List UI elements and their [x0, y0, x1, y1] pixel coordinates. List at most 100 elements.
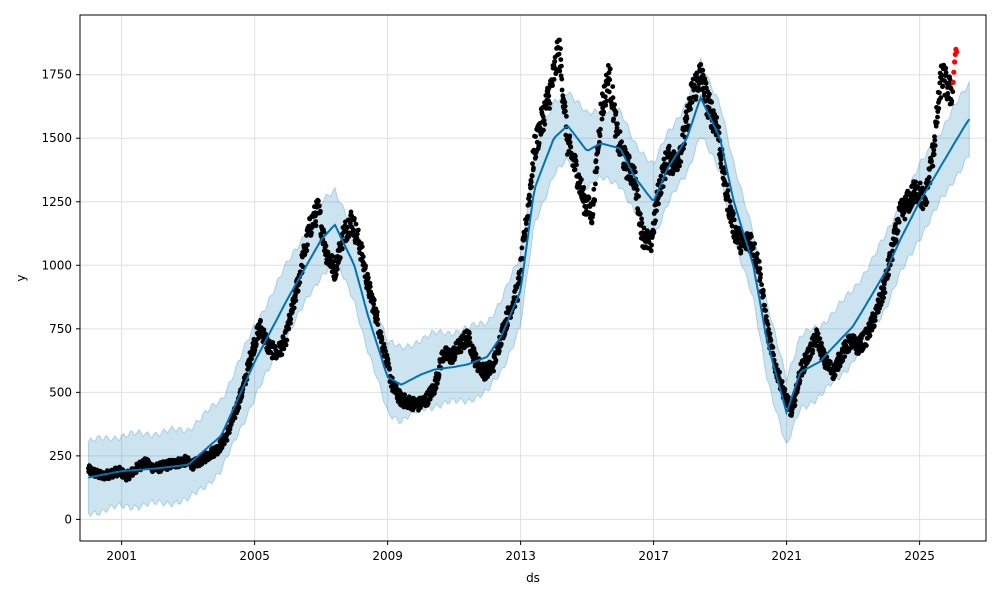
observed-point — [731, 211, 736, 216]
observed-point — [531, 165, 536, 171]
observed-point — [782, 386, 788, 392]
observed-point — [386, 361, 391, 366]
observed-point — [950, 89, 956, 95]
observed-point — [931, 152, 937, 157]
observed-point — [543, 106, 549, 111]
observed-point — [611, 116, 616, 122]
observed-point — [360, 254, 366, 260]
observed-point — [658, 190, 664, 196]
observed-point — [933, 123, 939, 129]
observed-point — [656, 201, 661, 207]
observed-point — [552, 59, 558, 64]
observed-point — [773, 362, 779, 368]
observed-point — [759, 282, 764, 287]
observed-point — [607, 66, 613, 72]
y-tick-label: 1000 — [41, 258, 72, 272]
observed-point — [678, 159, 684, 165]
observed-point — [843, 339, 848, 344]
observed-point — [598, 126, 603, 132]
observed-point — [353, 221, 359, 227]
observed-point — [133, 470, 139, 475]
recent-point — [952, 59, 958, 65]
observed-point — [253, 341, 259, 347]
observed-point — [567, 139, 573, 145]
observed-point — [592, 197, 598, 203]
observed-point — [698, 62, 704, 67]
observed-point — [665, 154, 671, 160]
observed-point — [348, 209, 354, 215]
forecast-line — [88, 95, 971, 479]
observed-point — [726, 211, 732, 216]
observed-point — [398, 390, 404, 396]
x-tick-label: 2017 — [638, 549, 669, 563]
observed-point — [617, 129, 623, 135]
observed-point — [932, 137, 938, 143]
observed-point — [729, 223, 735, 229]
y-tick-label: 500 — [49, 385, 72, 399]
observed-point — [433, 385, 439, 391]
observed-point — [945, 91, 951, 96]
observed-point — [337, 255, 343, 261]
observed-point — [666, 143, 672, 149]
observed-point — [735, 236, 741, 242]
observed-point — [270, 340, 276, 345]
observed-point — [383, 348, 388, 354]
observed-point — [725, 188, 731, 193]
observed-point — [614, 125, 620, 131]
observed-point — [713, 119, 719, 125]
observed-point — [519, 245, 525, 251]
observed-point — [547, 101, 553, 106]
observed-point — [603, 102, 609, 108]
observed-point — [601, 109, 607, 115]
observed-point — [557, 68, 563, 74]
observed-point — [792, 402, 798, 408]
observed-point — [937, 90, 942, 96]
observed-point — [594, 165, 600, 171]
observed-point — [558, 46, 563, 51]
observed-point — [881, 295, 886, 301]
observed-point — [819, 340, 824, 346]
observed-point — [232, 415, 238, 421]
observed-point — [236, 405, 242, 411]
observed-point — [605, 81, 611, 87]
observed-point — [530, 161, 535, 167]
observed-point — [881, 286, 887, 291]
observed-point — [606, 70, 612, 76]
observed-point — [375, 322, 381, 327]
observed-point — [936, 106, 942, 111]
x-tick-label: 2013 — [505, 549, 536, 563]
observed-point — [387, 366, 392, 372]
observed-point — [681, 146, 686, 152]
observed-point — [675, 167, 680, 173]
observed-point — [943, 65, 949, 71]
observed-point — [323, 243, 329, 249]
observed-point — [763, 308, 768, 313]
observed-point — [318, 208, 323, 214]
observed-point — [573, 153, 578, 159]
observed-point — [688, 106, 693, 112]
observed-point — [757, 266, 763, 271]
observed-point — [385, 357, 391, 363]
observed-point — [615, 121, 620, 127]
observed-point — [367, 284, 373, 290]
observed-point — [563, 108, 568, 114]
observed-point — [632, 169, 638, 175]
observed-point — [828, 359, 833, 365]
observed-point — [559, 87, 565, 93]
observed-point — [581, 185, 587, 190]
observed-point — [261, 327, 267, 333]
observed-point — [379, 337, 385, 342]
observed-point — [872, 318, 878, 323]
observed-point — [842, 354, 848, 359]
uncertainty-band-area — [87, 57, 970, 518]
observed-point — [926, 175, 932, 180]
observed-point — [924, 199, 930, 205]
observed-point — [718, 161, 724, 167]
observed-point — [837, 363, 843, 369]
observed-point — [567, 133, 573, 139]
observed-point — [619, 139, 624, 145]
observed-point — [631, 165, 637, 171]
observed-point — [639, 230, 645, 236]
observed-point — [355, 227, 361, 233]
observed-point — [932, 134, 937, 140]
